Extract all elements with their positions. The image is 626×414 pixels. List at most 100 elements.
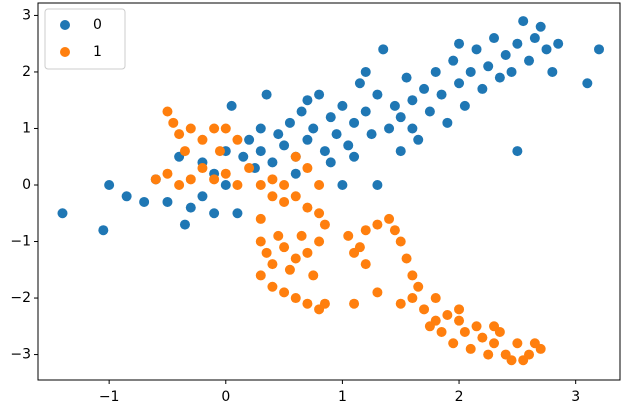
point [168,117,179,128]
point [267,174,278,185]
point [296,230,307,241]
point [209,208,220,219]
point [290,168,301,179]
point [279,287,290,298]
point [220,123,231,134]
legend-marker [60,20,70,30]
point [302,95,313,106]
point [267,281,278,292]
point [185,174,196,185]
point [465,66,476,77]
point [354,78,365,89]
point [302,202,313,213]
point [98,225,109,236]
point [518,16,529,27]
point [582,78,593,89]
point [197,163,208,174]
legend: 01 [44,8,126,70]
y-tick-label: 0 [22,177,31,193]
point [267,157,278,168]
point [389,100,400,111]
point [267,191,278,202]
point [477,332,488,343]
point [349,298,360,309]
point [436,89,447,100]
point [500,50,511,60]
point [594,44,605,55]
point [494,72,505,83]
point [319,146,330,157]
point [471,44,482,55]
y-tick-label: 1 [22,120,31,136]
point [232,208,243,219]
legend-marker [60,47,70,57]
point [255,270,266,281]
point [302,298,313,309]
point [162,196,173,207]
point [419,83,430,94]
point [547,66,558,77]
point [302,247,313,258]
point [512,38,523,49]
point [214,146,225,157]
point [448,338,459,349]
point [454,38,465,49]
point [454,315,465,326]
point [512,146,523,157]
point [314,89,325,100]
point [535,343,546,354]
point [343,230,354,241]
point [319,298,330,309]
point [436,326,447,337]
point [541,44,552,55]
point [290,293,301,304]
point [174,129,185,140]
point [483,349,494,360]
point [255,123,266,134]
point [302,163,313,174]
point [325,157,336,168]
point [395,112,406,123]
point [360,259,371,270]
point [279,180,290,190]
point [244,134,255,145]
point [372,89,383,100]
point [261,247,272,258]
point [372,287,383,298]
point [284,264,295,275]
point [319,219,330,230]
point [454,304,465,315]
point [139,196,150,207]
point [337,180,348,190]
legend-box [44,8,126,70]
point [209,174,220,185]
point [302,134,313,145]
point [529,33,540,44]
point [407,293,418,304]
point [430,293,441,304]
point [290,191,301,202]
point [372,219,383,230]
point [255,180,266,190]
point [279,196,290,207]
point [506,66,517,77]
point [179,146,190,157]
point [185,202,196,213]
y-tick-label: −2 [10,290,31,306]
point [395,298,406,309]
point [255,213,266,224]
point [413,134,424,145]
point [273,230,284,241]
point [314,208,325,219]
point [506,355,517,366]
point [454,78,465,89]
x-tick-label: 0 [221,389,230,405]
point [244,163,255,174]
point [419,304,430,315]
point [104,180,115,190]
point [477,83,488,94]
point [273,129,284,140]
y-tick-label: −3 [10,347,31,363]
point [360,225,371,236]
